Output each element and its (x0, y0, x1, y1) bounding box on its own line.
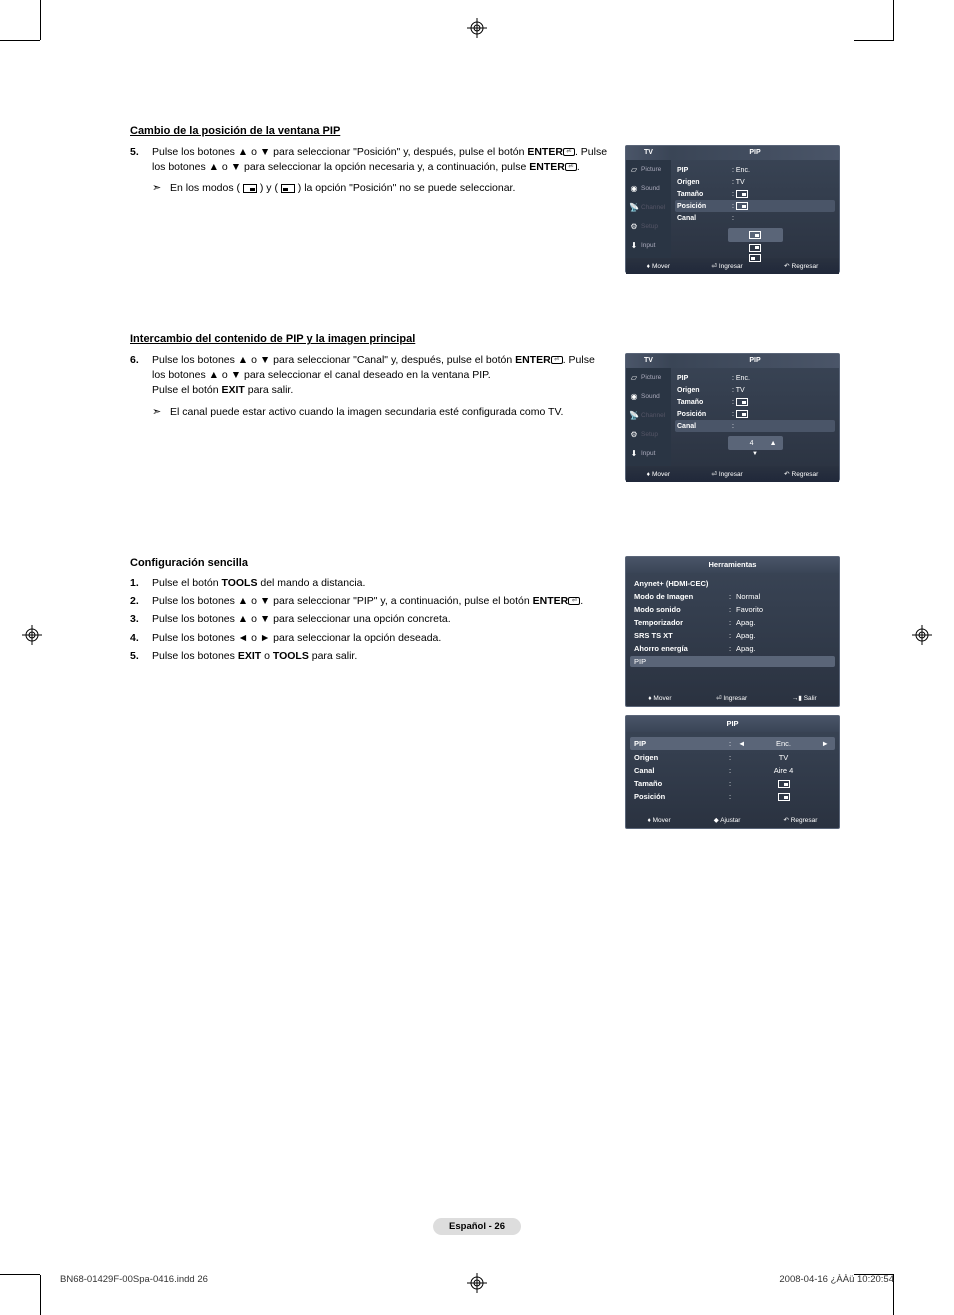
section-title: Intercambio del contenido de PIP y la im… (130, 333, 840, 345)
section-intercambio: Intercambio del contenido de PIP y la im… (130, 333, 840, 481)
tv-sidebar: ▱Picture ◉Sound 📡Channel ⚙Setup ⬇Input (626, 160, 671, 258)
step-text: Pulse los botones ▲ o ▼ para seleccionar… (152, 612, 609, 627)
step-number: 5. (130, 145, 152, 175)
note-text: El canal puede estar activo cuando la im… (170, 405, 609, 421)
registration-mark (467, 18, 487, 38)
step-text: Pulse los botones ▲ o ▼ para seleccionar… (152, 145, 609, 175)
pip-submenu-screenshot: PIP PIP:◄Enc.►Origen:TVCanal:Aire 4Tamañ… (625, 715, 840, 829)
section-position: Cambio de la posición de la ventana PIP … (130, 125, 840, 273)
note-arrow-icon: ➣ (152, 181, 170, 197)
pip-position-icon (749, 244, 761, 252)
pip-position-icon (736, 202, 748, 210)
crop-mark (854, 40, 894, 41)
page-content: Cambio de la posición de la ventana PIP … (130, 125, 840, 889)
input-icon: ⬇ (629, 241, 639, 251)
step-number: 5. (130, 649, 152, 664)
footer-timestamp: 2008-04-16 ¿ÀÀü 10:20:54 (779, 1274, 894, 1285)
crop-mark (40, 0, 41, 40)
crop-mark (893, 0, 894, 40)
input-icon: ⬇ (629, 449, 639, 459)
tools-row: Temporizador:Apag. (634, 616, 831, 629)
note-arrow-icon: ➣ (152, 405, 170, 421)
pip-position-icon (749, 254, 761, 262)
step-number: 2. (130, 594, 152, 609)
enter-icon: ⏎ (551, 356, 563, 364)
step-text: Pulse los botones ▲ o ▼ para seleccionar… (152, 353, 609, 399)
pip-size-icon (736, 398, 748, 406)
pip-position-icon (749, 231, 761, 239)
note-text: En los modos ( ) y ( ) la opción "Posici… (170, 181, 609, 197)
step-text: Pulse los botones EXIT o TOOLS para sali… (152, 649, 609, 664)
pip-row: Tamaño: (634, 777, 831, 790)
pip-row: PIP:◄Enc.► (630, 737, 835, 750)
section-title: Configuración sencilla (130, 556, 609, 572)
pip-row: Posición: (634, 790, 831, 803)
footer-filename: BN68-01429F-00Spa-0416.indd 26 (60, 1274, 208, 1285)
tools-row: Anynet+ (HDMI-CEC) (634, 577, 831, 590)
step-text: Pulse el botón TOOLS del mando a distanc… (152, 576, 609, 591)
crop-mark (0, 1274, 40, 1275)
picture-icon: ▱ (629, 373, 639, 383)
tv-menu-screenshot: TV PIP ▱Picture ◉Sound 📡Channel ⚙Setup ⬇… (625, 353, 840, 481)
registration-mark (467, 1273, 487, 1293)
picture-icon: ▱ (629, 165, 639, 175)
step-text: Pulse los botones ▲ o ▼ para seleccionar… (152, 594, 609, 609)
setup-icon: ⚙ (629, 430, 639, 440)
registration-mark (912, 625, 932, 645)
registration-mark (22, 625, 42, 645)
page-badge: Español - 26 (433, 1218, 521, 1235)
section-title: Cambio de la posición de la ventana PIP (130, 125, 840, 137)
sound-icon: ◉ (629, 392, 639, 402)
step-number: 6. (130, 353, 152, 399)
crop-mark (40, 1275, 41, 1315)
pip-row: Canal:Aire 4 (634, 764, 831, 777)
step-number: 3. (130, 612, 152, 627)
enter-icon: ⏎ (563, 148, 575, 156)
step-number: 1. (130, 576, 152, 591)
pip-position-icon (736, 410, 748, 418)
pip-mode-icon (243, 184, 257, 193)
sound-icon: ◉ (629, 184, 639, 194)
step-text: Pulse los botones ◄ o ► para seleccionar… (152, 631, 609, 646)
step-number: 4. (130, 631, 152, 646)
channel-icon: 📡 (629, 203, 639, 213)
tv-menu-screenshot: TV PIP ▱Picture ◉Sound 📡Channel ⚙Setup ⬇… (625, 145, 840, 273)
section-config-sencilla: Configuración sencilla 1.Pulse el botón … (130, 556, 840, 829)
enter-icon: ⏎ (565, 163, 577, 171)
tools-row: SRS TS XT:Apag. (634, 629, 831, 642)
tools-row: Modo de Imagen:Normal (634, 590, 831, 603)
tools-row: Ahorro energía:Apag. (634, 642, 831, 655)
tools-menu-screenshot: Herramientas Anynet+ (HDMI-CEC)Modo de I… (625, 556, 840, 707)
pip-size-icon (736, 190, 748, 198)
pip-mode-icon (281, 184, 295, 193)
pip-row: Origen:TV (634, 751, 831, 764)
crop-mark (0, 40, 40, 41)
tv-sidebar: ▱Picture ◉Sound 📡Channel ⚙Setup ⬇Input (626, 368, 671, 466)
tools-highlight: PIP (630, 656, 835, 667)
channel-icon: 📡 (629, 411, 639, 421)
setup-icon: ⚙ (629, 222, 639, 232)
tools-row: Modo sonido:Favorito (634, 603, 831, 616)
